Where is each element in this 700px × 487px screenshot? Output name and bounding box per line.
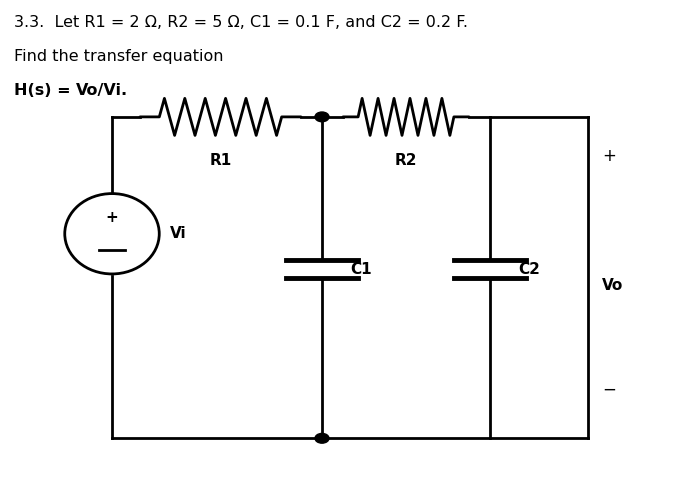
Text: +: + bbox=[106, 210, 118, 225]
Text: R1: R1 bbox=[209, 153, 232, 168]
Circle shape bbox=[315, 112, 329, 122]
Text: C1: C1 bbox=[350, 262, 372, 277]
Text: Vi: Vi bbox=[169, 226, 186, 241]
Text: 3.3.  Let R1 = 2 Ω, R2 = 5 Ω, C1 = 0.1 F, and C2 = 0.2 F.: 3.3. Let R1 = 2 Ω, R2 = 5 Ω, C1 = 0.1 F,… bbox=[14, 15, 468, 30]
Text: Vo/Vi.: Vo/Vi. bbox=[76, 83, 127, 98]
Text: C2: C2 bbox=[518, 262, 540, 277]
Text: Find the transfer equation: Find the transfer equation bbox=[14, 49, 223, 64]
Circle shape bbox=[315, 433, 329, 443]
Text: Vo: Vo bbox=[602, 279, 623, 294]
Text: R2: R2 bbox=[395, 153, 417, 168]
Text: H(s) =: H(s) = bbox=[14, 83, 76, 98]
Text: −: − bbox=[602, 381, 616, 398]
Text: +: + bbox=[602, 147, 616, 165]
